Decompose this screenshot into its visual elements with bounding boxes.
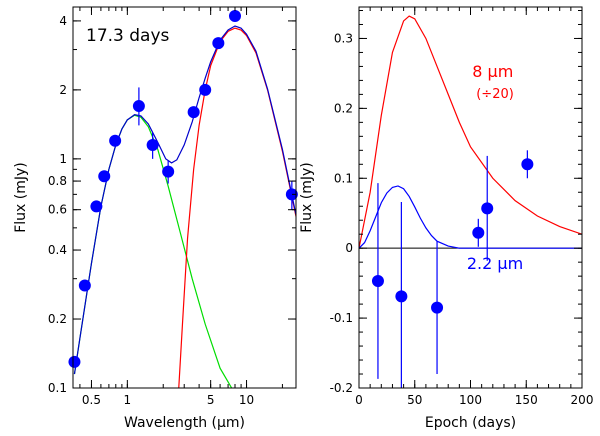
series-label-3: 2.2 μm	[467, 254, 523, 273]
y-tick-label: 0.4	[48, 243, 67, 257]
data-point-1	[371, 183, 384, 379]
data-point-6	[132, 87, 145, 126]
series-label-1: 8 μm	[472, 62, 513, 81]
x-tick-label: 0	[355, 393, 363, 407]
marker	[187, 106, 200, 119]
epoch-annotation: 17.3 days	[86, 26, 170, 46]
x-tick-label: 5	[207, 393, 215, 407]
y-tick-label: -0.1	[330, 311, 353, 325]
y-tick-label: 1	[59, 152, 67, 166]
y-axis-label: Flux (mJy)	[299, 162, 315, 233]
data-point-4	[472, 218, 485, 247]
marker	[162, 165, 175, 178]
series-label-2: (÷20)	[476, 87, 514, 102]
data-point-5	[481, 155, 494, 261]
data-point-4	[98, 170, 111, 183]
marker	[90, 200, 103, 213]
marker	[212, 37, 225, 50]
x-tick-label: 50	[407, 393, 422, 407]
x-tick-label: 100	[459, 393, 482, 407]
axes-frame	[72, 6, 297, 389]
marker	[228, 10, 241, 23]
x-axis-label: Wavelength (µm)	[124, 415, 245, 431]
data-point-11	[212, 37, 225, 50]
marker	[395, 290, 408, 303]
model-curve-2	[178, 27, 296, 388]
data-point-6	[521, 150, 534, 179]
y-tick-label: -0.2	[330, 381, 353, 395]
data-point-13	[285, 181, 298, 210]
marker	[521, 158, 534, 171]
y-tick-label: 0.8	[48, 174, 67, 188]
y-tick-label: 0.3	[334, 31, 353, 45]
model-curves	[73, 25, 296, 388]
marker	[431, 301, 444, 314]
marker	[78, 279, 91, 292]
x-axis-label: Epoch (days)	[425, 415, 516, 431]
model-curve-2	[359, 185, 582, 249]
data-point-10	[199, 83, 212, 96]
marker	[481, 202, 494, 215]
data-point-3	[90, 200, 103, 213]
marker	[146, 138, 159, 151]
y-tick-label: 0.6	[48, 203, 67, 217]
y-tick-label: 4	[59, 14, 67, 28]
model-curve-3	[73, 25, 296, 375]
data-point-5	[109, 134, 122, 147]
x-tick-label: 10	[239, 393, 254, 407]
data-point-12	[228, 10, 241, 23]
data-point-1	[68, 355, 81, 368]
y-tick-label: 0.1	[334, 171, 353, 185]
y-tick-label: 2	[59, 83, 67, 97]
y-tick-label: 0.2	[334, 101, 353, 115]
model-curves	[359, 15, 582, 249]
marker	[371, 275, 384, 288]
chart-panel-right: 0 50 100 150 200 -0.2 -0.1 0 0.1 0.2 0.3 Epoch (day…	[299, 6, 594, 431]
model-curve-1	[359, 15, 582, 249]
x-tick-label: 200	[571, 393, 594, 407]
marker	[199, 83, 212, 96]
y-axis-label: Flux (mJy)	[13, 162, 29, 233]
marker	[109, 134, 122, 147]
data-point-8	[162, 160, 175, 184]
marker	[285, 188, 298, 201]
data-point-2	[78, 279, 91, 292]
y-tick-label: 0.1	[48, 381, 67, 395]
x-tick-label: 150	[515, 393, 538, 407]
y-tick-label: 0.2	[48, 312, 67, 326]
marker	[132, 100, 145, 113]
data-point-3	[431, 241, 444, 375]
data-point-9	[187, 106, 200, 119]
marker	[472, 226, 485, 239]
x-tick-label: 1	[124, 393, 132, 407]
y-tick-label: 0	[345, 241, 353, 255]
marker	[68, 355, 81, 368]
data-point-7	[146, 132, 159, 159]
marker	[98, 170, 111, 183]
x-tick-label: 0.5	[82, 393, 101, 407]
axes-frame	[358, 6, 583, 389]
chart-panel-left: 0.5 1 5 10 0.1 0.2 0.4 0.6 0.8 1 2 4 Wavelength (µm)…	[13, 6, 298, 431]
data-point-2	[395, 202, 408, 388]
